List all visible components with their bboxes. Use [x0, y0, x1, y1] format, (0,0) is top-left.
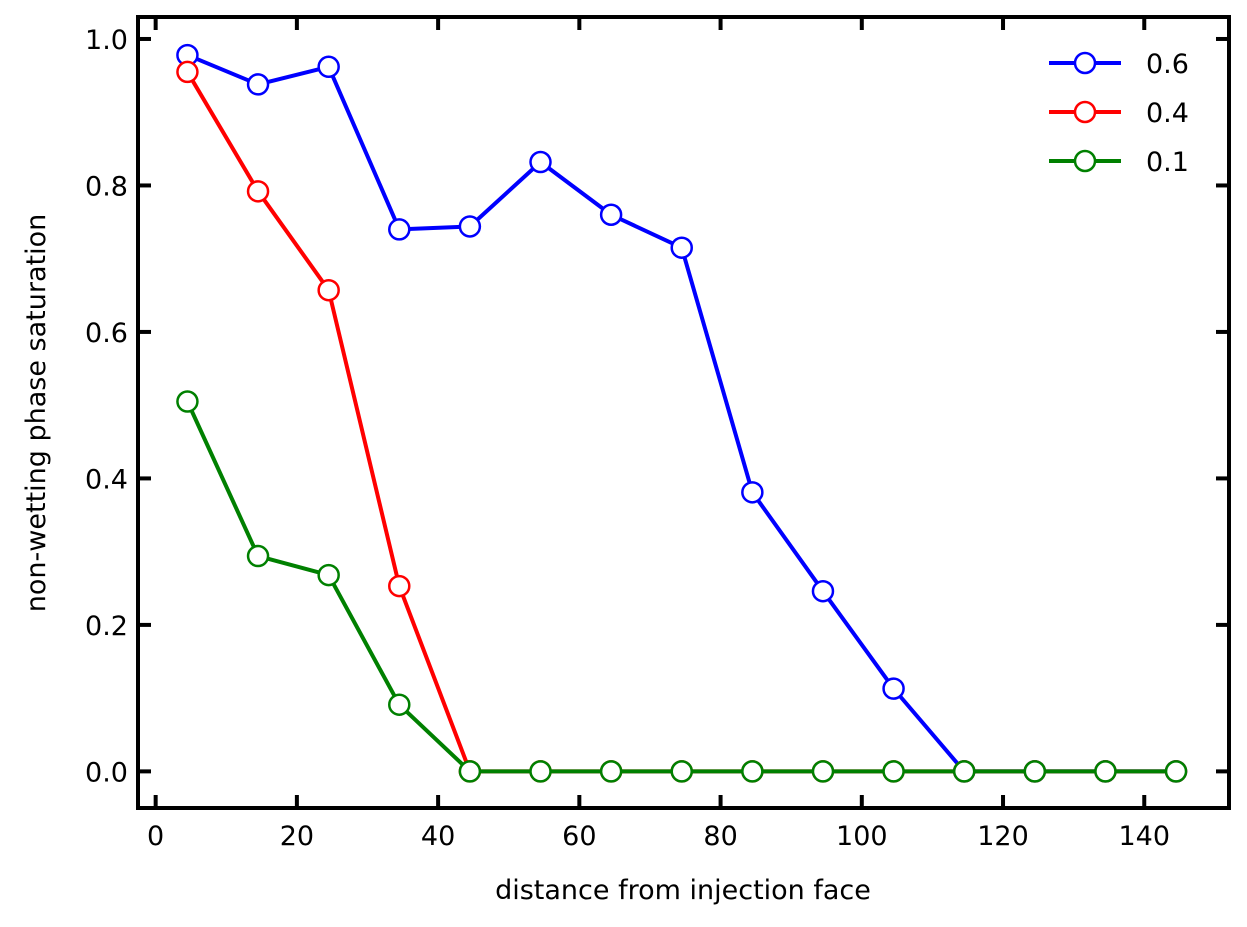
x-tick-label: 0	[147, 821, 164, 852]
x-tick-label: 140	[1118, 821, 1170, 852]
y-tick-label: 0.8	[85, 171, 128, 202]
legend-label: 0.6	[1146, 49, 1189, 80]
legend-marker	[1073, 51, 1097, 75]
series-0.6	[176, 43, 1188, 783]
data-point	[529, 150, 552, 174]
data-point	[1023, 760, 1047, 783]
labels-layer: 0 20 40 60 80 100 120 140 0.0 0.2 0.4 0.6 0.8 1.0	[85, 25, 1170, 852]
data-point	[246, 73, 270, 96]
data-point	[176, 60, 199, 84]
series-line	[185, 400, 1177, 774]
series-layer	[176, 43, 1188, 783]
data-point	[1164, 760, 1188, 783]
legend-label: 0.1	[1146, 147, 1189, 178]
x-tick-label: 60	[562, 821, 596, 852]
data-point	[952, 760, 976, 783]
data-point	[458, 215, 482, 238]
y-tick-label: 0.0	[85, 757, 128, 788]
x-tick-label: 120	[977, 821, 1029, 852]
data-point	[388, 693, 411, 716]
y-tick-label: 0.6	[85, 318, 128, 349]
y-axis-label: non-wetting phase saturation	[21, 214, 52, 612]
series-line	[185, 70, 1177, 774]
data-point	[458, 760, 482, 783]
x-tick-label: 40	[421, 821, 455, 852]
y-tick-label: 1.0	[85, 25, 128, 56]
legend-label: 0.4	[1146, 98, 1189, 129]
data-point	[529, 760, 552, 783]
data-point	[882, 677, 905, 700]
data-point	[317, 278, 340, 302]
data-point	[741, 481, 764, 504]
legend-item: 0.4	[1049, 98, 1189, 129]
data-point	[741, 760, 764, 783]
legend-item: 0.1	[1049, 147, 1189, 178]
x-axis-label: distance from injection face	[495, 875, 871, 906]
data-point	[882, 760, 905, 783]
data-point	[599, 760, 623, 783]
legend-marker	[1073, 100, 1097, 124]
data-point	[317, 563, 340, 587]
series-line	[186, 53, 1177, 774]
x-tick-label: 80	[703, 821, 737, 852]
y-tick-label: 0.4	[85, 464, 128, 495]
legend-item: 0.6	[1049, 49, 1189, 80]
data-point	[246, 544, 270, 568]
x-tick-label: 100	[836, 821, 888, 852]
y-tick-label: 0.2	[85, 611, 128, 642]
data-point	[811, 760, 835, 783]
plot-frame	[136, 15, 1231, 810]
data-point	[670, 760, 693, 783]
data-point	[670, 236, 693, 259]
ticks-layer	[138, 17, 1229, 808]
legend: 0.6 0.4 0.1	[1049, 49, 1189, 178]
series-0.4	[176, 60, 1188, 783]
data-point	[388, 218, 411, 241]
x-tick-label: 20	[280, 821, 314, 852]
legend-marker	[1073, 149, 1097, 173]
data-point	[1094, 760, 1117, 783]
data-point	[317, 55, 340, 79]
data-point	[811, 579, 835, 603]
data-point	[599, 203, 623, 226]
data-point	[176, 390, 199, 413]
series-0.1	[176, 390, 1188, 783]
data-point	[388, 574, 411, 598]
data-point	[246, 180, 270, 203]
